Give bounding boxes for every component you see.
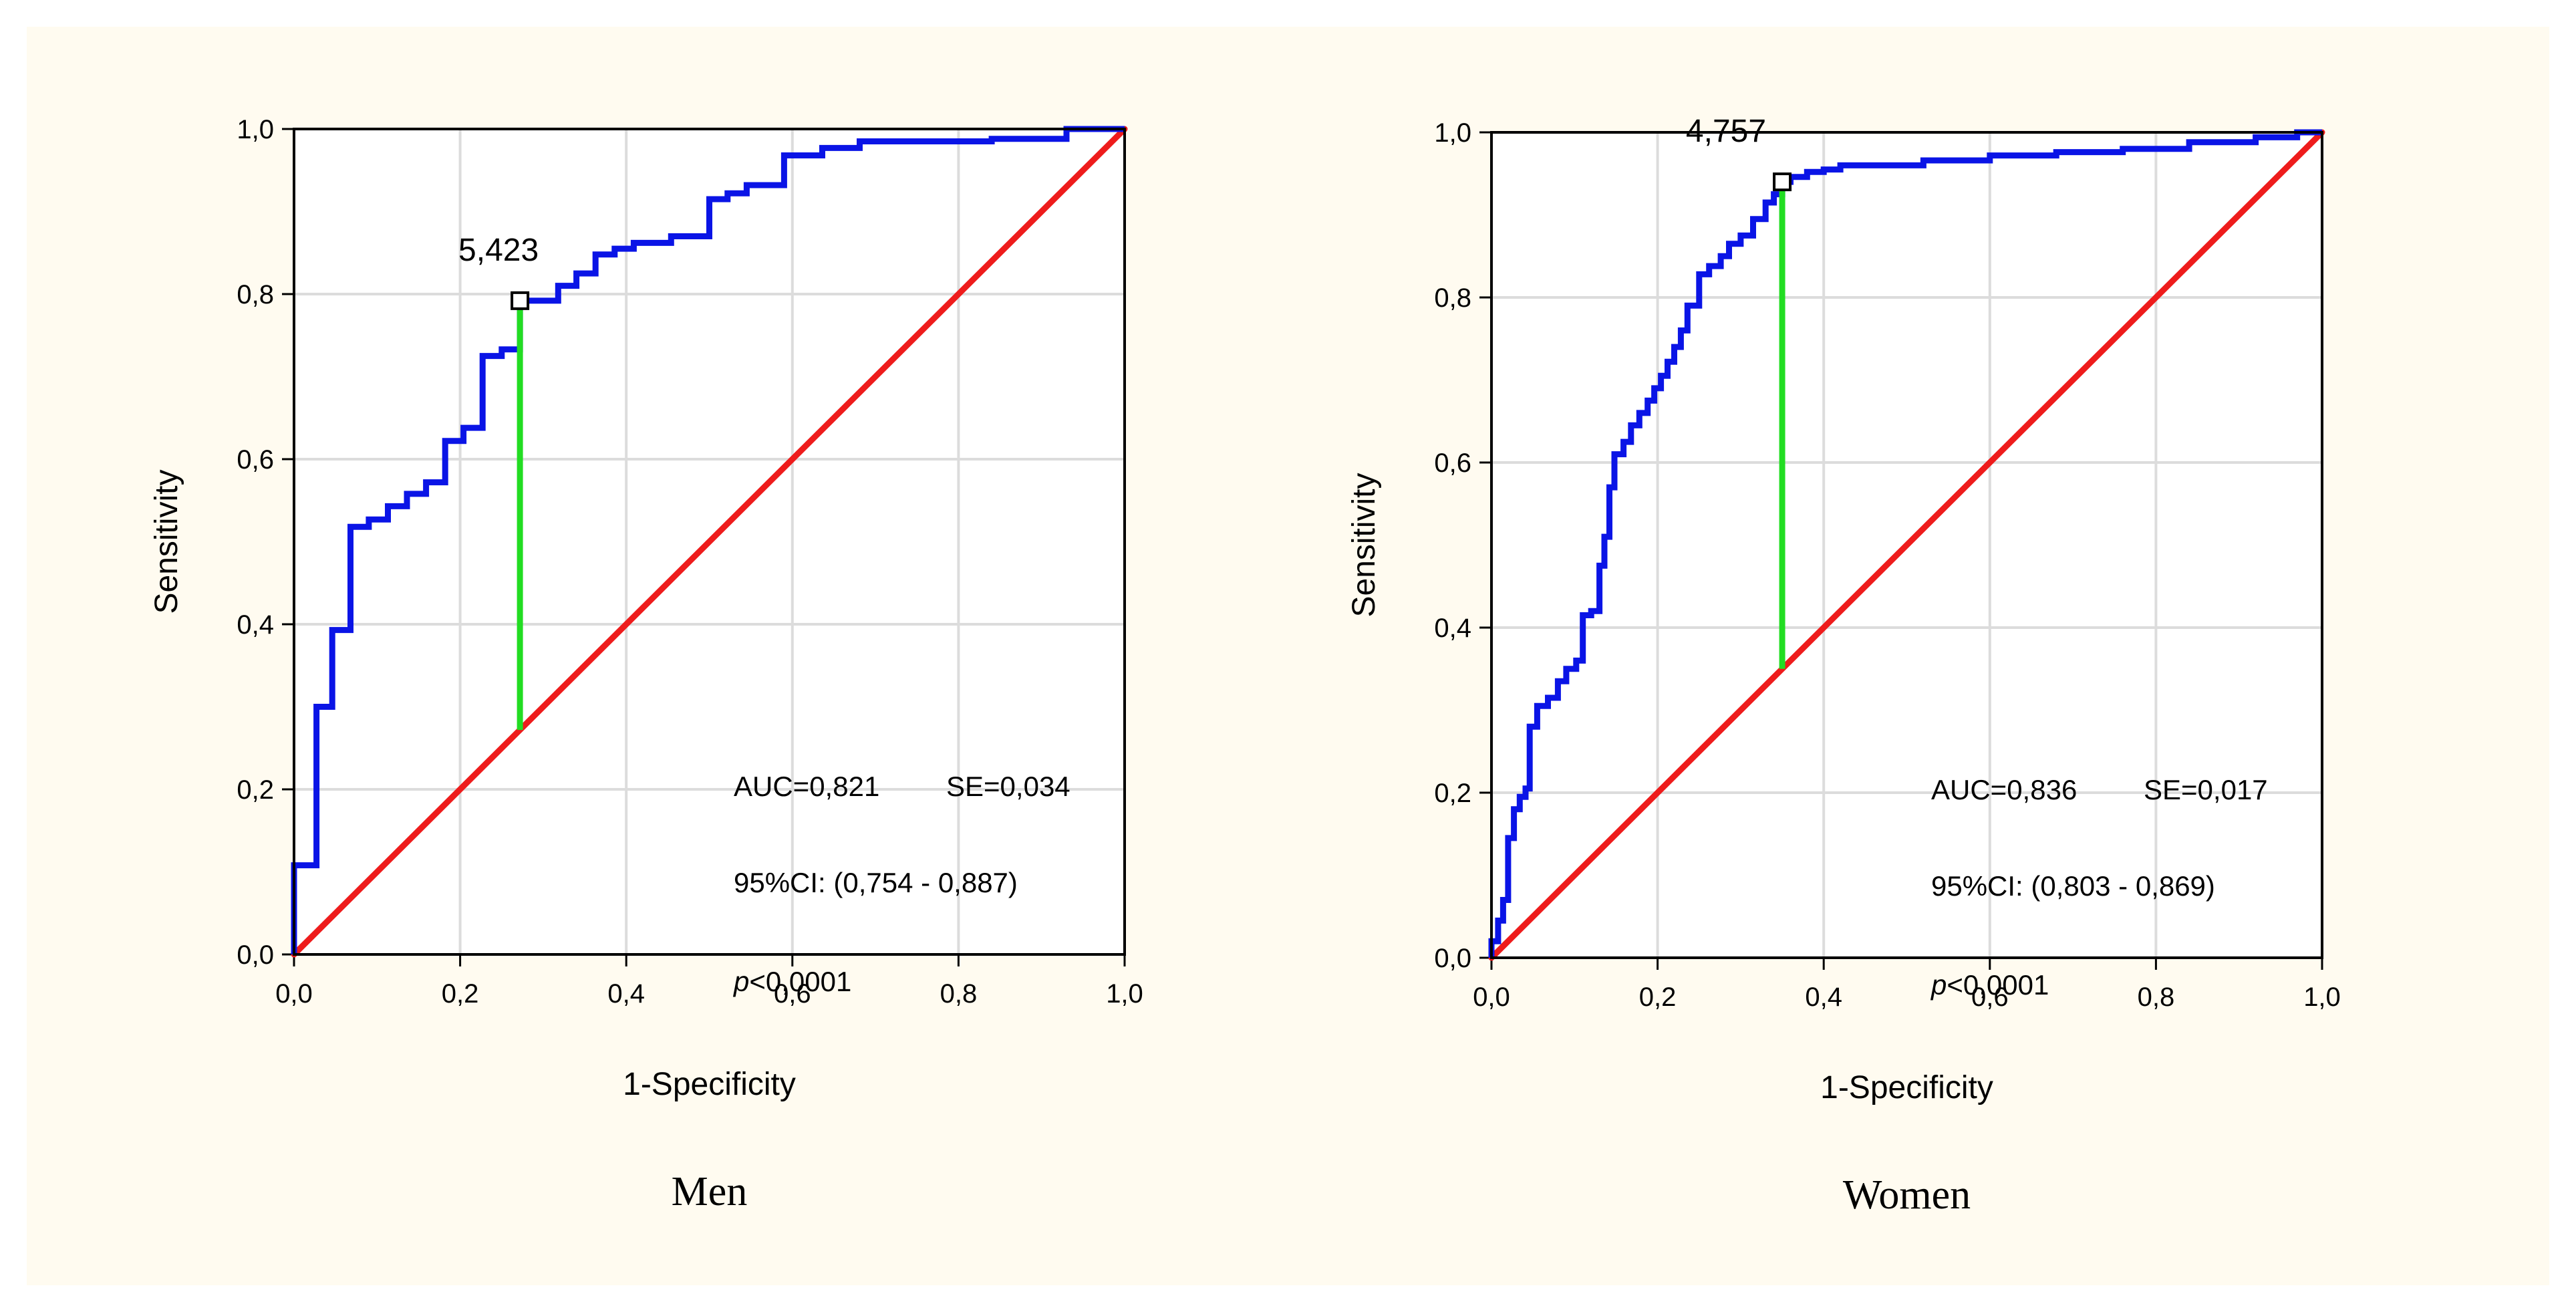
x-tick-label: 0,2 [442,979,479,1009]
y-tick-label: 0,8 [237,280,274,309]
figure: 0,0 0,0 0,2 0,2 0,4 0,4 0,6 0,6 0,8 0,8 1,0 1,0 5,42… [27,27,2549,1285]
roc-curve [291,126,1125,954]
chart-panel-women: 0,00,00,20,20,40,40,60,60,80,81,01,0 4,75… [1346,114,2341,1218]
y-axis-title: Sensitivity [149,469,184,614]
x-tick-label: 0,8 [2138,982,2175,1012]
panel-caption: Men [672,1169,748,1214]
p-symbol: p [732,966,749,997]
x-tick-label: 0,4 [607,979,645,1009]
y-tick-label: 0,4 [237,610,274,640]
y-tick-label: 0,0 [1434,944,1471,973]
cutoff-label: 5,423 [458,233,539,268]
p-symbol: p [1930,969,1947,1001]
roc-curve [1488,129,2322,958]
roc-charts: 0,00,00,20,20,40,40,60,60,80,81,01,05,42… [149,114,2341,1218]
y-tick-label: 0,8 [1434,283,1471,313]
x-tick-label: 0,0 [275,979,313,1009]
x-tick-label: 1,0 [1106,979,1143,1009]
x-tick-label: 0,2 [1639,982,1677,1012]
auc-text: AUC=0,821 [734,771,879,802]
x-tick-label: 0,6 [774,979,811,1009]
p-value: <0,0001 [749,966,851,997]
p-value-text: p<0,0001 [1930,969,2049,1001]
plot-frame [1490,131,2323,959]
se-text: SE=0,034 [946,771,1070,802]
reference-line [291,126,1128,958]
cutoff-marker [1773,172,1792,192]
reference-line [1488,129,2325,961]
x-tick-label: 0,6 [1971,982,2009,1012]
se-text: SE=0,017 [2144,774,2268,805]
y-tick-label: 1,0 [237,115,274,144]
p-value: <0,0001 [1947,969,2049,1001]
x-tick-label: 1,0 [2303,982,2341,1012]
y-tick-label: 0,4 [1434,614,1471,643]
x-axis-title: 1-Specificity [623,1067,796,1102]
auc-text: AUC=0,836 [1931,774,2077,805]
y-tick-label: 0,6 [237,445,274,475]
chart-panel-men: 0,00,0 0,2 0,2 0,4 0,4 0,6 0,6 0,8 0,8 1,0 1,0 5,42… [149,115,1143,1214]
x-tick-label: 0,4 [1805,982,1842,1012]
y-tick-label: 0,2 [237,775,274,805]
y-tick-label: 0,0 [237,940,274,970]
ci-text: 95%CI: (0,754 - 0,887) [734,867,1018,898]
ci-text: 95%CI: (0,803 - 0,869) [1931,870,2215,902]
y-tick-label: 0,6 [1434,448,1471,478]
x-tick-label: 0,0 [1473,982,1510,1012]
y-tick-label: 0,2 [1434,779,1471,808]
y-tick-label: 1,0 [1434,118,1471,148]
plot-frame [293,128,1126,956]
cutoff-marker [511,291,530,310]
y-axis-title: Sensitivity [1346,473,1382,617]
p-value-text: p<0,0001 [732,966,851,997]
x-axis-title: 1-Specificity [1820,1070,1993,1105]
panel-caption: Women [1843,1172,1971,1218]
x-tick-label: 0,8 [940,979,978,1009]
